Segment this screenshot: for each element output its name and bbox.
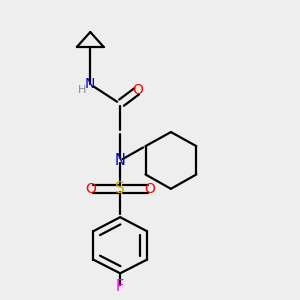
Text: F: F	[116, 279, 124, 294]
Text: N: N	[115, 153, 126, 168]
Text: N: N	[85, 77, 95, 91]
Text: O: O	[133, 83, 143, 97]
Text: H: H	[78, 85, 86, 95]
Text: S: S	[115, 181, 125, 196]
Text: O: O	[145, 182, 155, 196]
Text: O: O	[85, 182, 96, 196]
